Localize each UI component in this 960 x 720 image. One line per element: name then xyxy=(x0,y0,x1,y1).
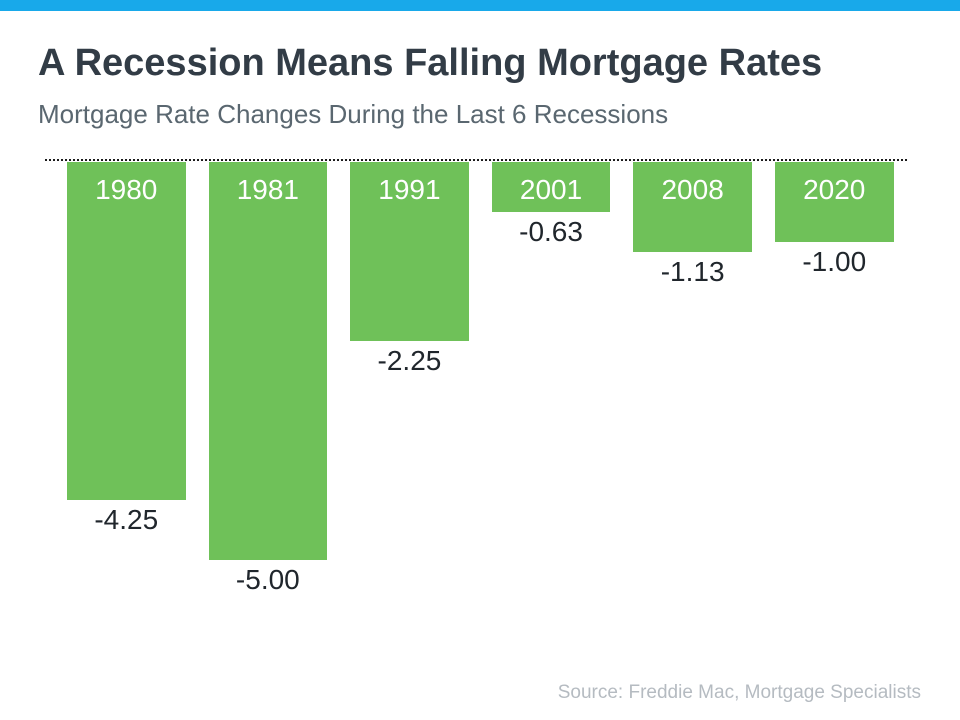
bar-year-label: 1981 xyxy=(236,174,299,205)
bar-year-label: 2008 xyxy=(661,174,724,205)
bar-value-label: -1.13 xyxy=(660,256,725,287)
bar-group-1991: 1991 -2.25 xyxy=(350,162,469,375)
page-title: A Recession Means Falling Mortgage Rates xyxy=(38,42,823,84)
bar-year-label: 2001 xyxy=(519,174,583,205)
bar-group-2008: 2008 -1.13 xyxy=(633,162,752,286)
bar: 1991 xyxy=(350,162,469,341)
bar-group-2001: 2001 -0.63 xyxy=(491,162,611,247)
bar: 2020 xyxy=(775,162,894,242)
bar: 2001 xyxy=(491,162,611,212)
bar-group-1981: 1981 -5.00 xyxy=(208,162,328,595)
bar-value-label: -4.25 xyxy=(94,504,159,535)
bar: 1981 xyxy=(208,162,328,560)
bar-group-1980: 1980 -4.25 xyxy=(67,162,186,534)
bar-year-label: 1991 xyxy=(378,174,441,205)
top-accent-bar xyxy=(0,0,960,11)
bar: 1980 xyxy=(67,162,186,500)
bar-value-label: -2.25 xyxy=(377,345,442,376)
bar: 2008 xyxy=(633,162,752,252)
bar-year-label: 2020 xyxy=(803,174,866,205)
bar-value-label: -0.63 xyxy=(519,216,583,247)
page-subtitle: Mortgage Rate Changes During the Last 6 … xyxy=(38,99,669,129)
bar-group-2020: 2020 -1.00 xyxy=(775,162,894,276)
bar-value-label: -1.00 xyxy=(802,246,867,277)
source-attribution: Source: Freddie Mac, Mortgage Specialist… xyxy=(557,682,921,703)
axis-baseline xyxy=(45,159,907,161)
bar-value-label: -5.00 xyxy=(235,564,300,595)
bar-year-label: 1980 xyxy=(95,174,158,205)
